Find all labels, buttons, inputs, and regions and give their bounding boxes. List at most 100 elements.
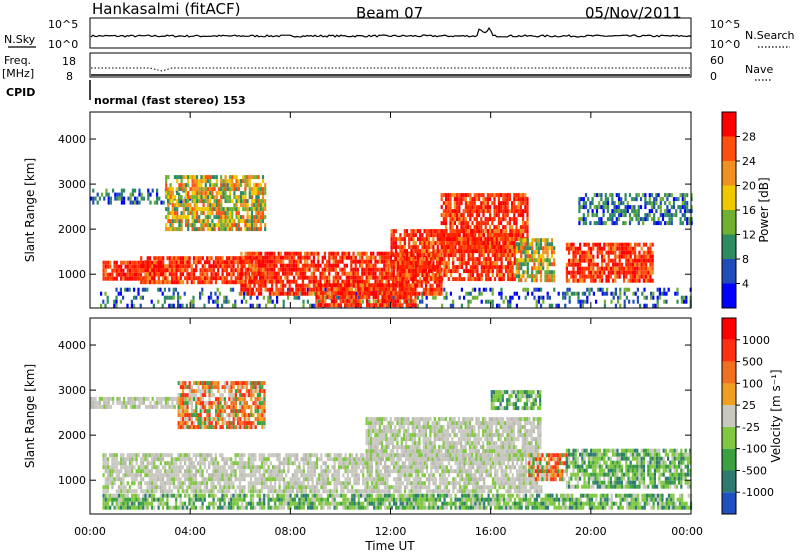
power-cell (638, 217, 640, 221)
power-cell (652, 251, 654, 255)
power-cell (489, 205, 491, 209)
power-cell (222, 260, 224, 264)
power-cell (269, 300, 271, 304)
velocity-cell (312, 502, 314, 506)
power-cell (222, 211, 224, 215)
velocity-cell (125, 506, 127, 510)
power-cell (627, 255, 629, 259)
velocity-cell (279, 494, 281, 498)
power-cell (406, 287, 408, 291)
velocity-cell (252, 506, 254, 510)
power-cell (363, 260, 365, 264)
power-cell (536, 288, 538, 292)
power-cell (236, 187, 238, 191)
power-cell (673, 213, 675, 217)
power-cell (329, 303, 331, 307)
power-cell (249, 280, 251, 284)
power-cell (379, 260, 381, 264)
power-cell (432, 237, 434, 241)
power-cell (443, 265, 445, 269)
power-cell (240, 292, 242, 296)
power-cell (493, 241, 495, 245)
velocity-cell (356, 502, 358, 506)
velocity-cell (208, 494, 210, 498)
noise-panel-frame (90, 18, 691, 48)
velocity-cell (97, 401, 99, 405)
power-cell (220, 175, 222, 179)
power-cell (366, 280, 368, 284)
power-cell (385, 268, 387, 272)
power-cell (229, 211, 231, 215)
power-cell (222, 179, 224, 183)
power-cell (280, 260, 282, 264)
power-cell (496, 193, 498, 197)
power-cell (481, 273, 483, 277)
power-cell (344, 303, 346, 307)
power-cell (430, 265, 432, 269)
power-cell (684, 201, 686, 205)
power-cell (251, 264, 253, 268)
power-cell (275, 280, 277, 284)
power-cell (458, 197, 460, 201)
power-cell (338, 296, 340, 300)
velocity-cell (287, 494, 289, 498)
power-cell (399, 237, 401, 241)
velocity-cell (353, 498, 355, 502)
power-cell (302, 300, 304, 304)
power-cell (195, 268, 197, 272)
power-cell (258, 264, 260, 268)
power-cell (361, 272, 363, 276)
power-cell (271, 272, 273, 276)
power-cell (643, 296, 645, 300)
power-cell (205, 215, 207, 219)
power-cell (255, 195, 257, 199)
power-cell (635, 292, 637, 296)
power-cell (485, 217, 487, 221)
velocity-cell (375, 506, 377, 510)
power-cell (385, 260, 387, 264)
power-cell (612, 251, 614, 255)
power-cell (196, 203, 198, 207)
power-cell (278, 256, 280, 260)
power-cell (449, 205, 451, 209)
velocity-cell (261, 498, 263, 502)
power-cell (264, 203, 266, 207)
power-cell (480, 225, 482, 229)
power-cell (219, 256, 221, 260)
power-cell (324, 283, 326, 287)
power-cell (172, 195, 174, 199)
velocity-cell (314, 506, 316, 510)
power-cell (430, 233, 432, 237)
power-cell (634, 275, 636, 279)
velocity-cell (197, 494, 199, 498)
velocity-cell (92, 405, 94, 409)
power-cell (269, 268, 271, 272)
power-cell (449, 221, 451, 225)
power-cell (395, 245, 397, 249)
power-cell (172, 203, 174, 207)
power-cell (469, 213, 471, 217)
power-cell (524, 209, 526, 213)
power-cell (244, 227, 246, 231)
power-cell (280, 252, 282, 256)
power-colorbar-swatch (722, 259, 736, 284)
power-cell (222, 187, 224, 191)
power-cell (476, 277, 478, 281)
power-cell (355, 260, 357, 264)
power-cell (496, 261, 498, 265)
power-cell (686, 217, 688, 221)
power-cell (410, 269, 412, 273)
power-cell (454, 253, 456, 257)
power-cell (579, 259, 581, 263)
power-cell (240, 195, 242, 199)
power-cell (638, 255, 640, 259)
power-cell (203, 195, 205, 199)
power-cell (306, 284, 308, 288)
power-cell (395, 241, 397, 245)
noise-left-label: N.Sky (4, 33, 36, 46)
power-cell (404, 273, 406, 277)
power-cell (520, 197, 522, 201)
power-cell (498, 241, 500, 245)
power-cell (538, 296, 540, 300)
power-cell (244, 191, 246, 195)
